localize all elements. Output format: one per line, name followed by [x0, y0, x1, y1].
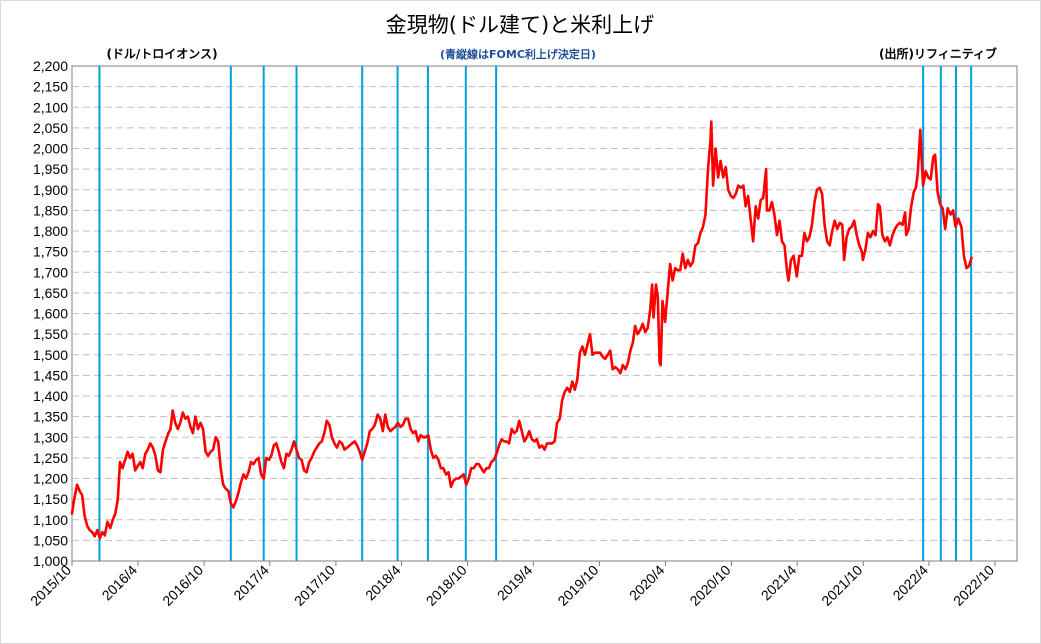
y-tick-label: 1,500	[33, 347, 68, 363]
y-tick-label: 1,350	[33, 409, 68, 425]
fomc-lines	[98, 66, 973, 561]
y-tick-label: 2,150	[33, 79, 68, 95]
y-tick-label: 1,250	[33, 450, 68, 466]
y-tick-label: 2,050	[33, 120, 68, 136]
chart-subtitle: (青縦線はFOMC利上げ決定日)	[440, 47, 596, 61]
y-tick-label: 1,000	[33, 553, 68, 569]
source-note: (出所)リフィニティブ	[879, 46, 997, 61]
y-tick-label: 2,000	[33, 141, 68, 157]
y-tick-label: 2,200	[33, 58, 68, 74]
y-tick-label: 1,600	[33, 306, 68, 322]
y-tick-label: 1,900	[33, 182, 68, 198]
y-tick-label: 1,100	[33, 512, 68, 528]
y-tick-label: 1,950	[33, 161, 68, 177]
y-tick-label: 1,550	[33, 326, 68, 342]
y-tick-label: 1,400	[33, 388, 68, 404]
y-axis-ticks: 1,000 1,050 1,100 1,150 1,200 1,250 1,300 1,350…	[33, 58, 68, 569]
y-tick-label: 1,200	[33, 471, 68, 487]
unit-label: (ドル/トロイオンス)	[106, 47, 217, 61]
y-tick-label: 1,750	[33, 244, 68, 260]
y-tick-label: 1,150	[33, 491, 68, 507]
y-tick-label: 1,700	[33, 264, 68, 280]
y-tick-label: 1,300	[33, 429, 68, 445]
y-tick-label: 1,050	[33, 532, 68, 548]
y-tick-label: 1,650	[33, 285, 68, 301]
gold-price-line	[70, 120, 973, 540]
y-tick-label: 2,100	[33, 99, 68, 115]
y-tick-label: 1,850	[33, 202, 68, 218]
chart-title: 金現物(ドル建て)と米利上げ	[386, 13, 654, 37]
y-tick-label: 1,800	[33, 223, 68, 239]
plot-area: 1,000 1,050 1,100 1,150 1,200 1,250 1,300 1,350…	[27, 58, 1018, 609]
y-tick-label: 1,450	[33, 367, 68, 383]
